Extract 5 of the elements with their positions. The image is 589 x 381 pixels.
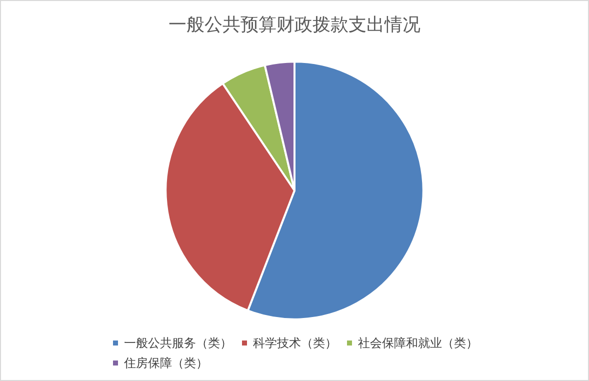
legend-label: 一般公共服务（类） [124, 336, 232, 350]
legend-label: 科学技术（类） [253, 336, 337, 350]
legend-label: 住房保障（类） [123, 356, 208, 370]
legend-label: 社会保障和就业（类） [358, 336, 478, 350]
chart-title: 一般公共预算财政拨款支出情况 [168, 14, 420, 36]
